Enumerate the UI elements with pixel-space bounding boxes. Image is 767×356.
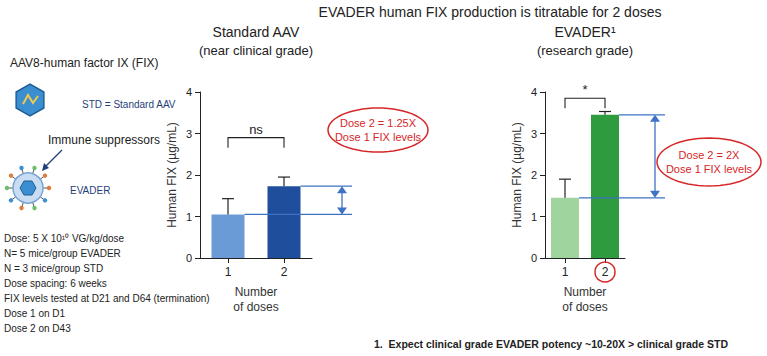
svg-text:ns: ns: [249, 122, 263, 137]
svg-text:Dose 1 on D1: Dose 1 on D1: [4, 308, 66, 319]
svg-text:0: 0: [186, 252, 192, 264]
svg-text:of doses: of doses: [562, 300, 607, 314]
svg-text:*: *: [582, 82, 587, 97]
svg-text:2: 2: [602, 265, 609, 279]
svg-text:N= 5 mice/group EVADER: N= 5 mice/group EVADER: [4, 248, 121, 259]
svg-text:Dose 1 FIX levels: Dose 1 FIX levels: [666, 163, 753, 175]
svg-text:Dose spacing: 6 weeks: Dose spacing: 6 weeks: [4, 278, 107, 289]
svg-text:2: 2: [531, 169, 537, 181]
svg-text:Dose 2 on D43: Dose 2 on D43: [4, 323, 71, 334]
svg-text:1: 1: [531, 211, 537, 223]
svg-text:Human FIX (µg/mL): Human FIX (µg/mL): [510, 122, 524, 228]
svg-text:Human FIX (µg/mL): Human FIX (µg/mL): [165, 122, 179, 228]
svg-text:Dose: 5 X 10¹⁰ VG/kg/dose: Dose: 5 X 10¹⁰ VG/kg/dose: [4, 233, 125, 244]
svg-text:1. Expect clinical grade EVAD: 1. Expect clinical grade EVADER potency …: [374, 338, 728, 350]
svg-text:4: 4: [186, 86, 192, 98]
svg-text:Number: Number: [235, 285, 278, 299]
svg-text:Number: Number: [564, 285, 607, 299]
svg-text:N = 3 mice/group STD: N = 3 mice/group STD: [4, 263, 103, 274]
svg-text:of doses: of doses: [233, 300, 278, 314]
svg-text:3: 3: [186, 128, 192, 140]
svg-text:0: 0: [531, 252, 537, 264]
svg-text:FIX levels tested at D21 and D: FIX levels tested at D21 and D64 (termin…: [4, 293, 210, 304]
svg-text:2: 2: [186, 169, 192, 181]
svg-text:(near clinical grade): (near clinical grade): [199, 43, 313, 58]
svg-text:4: 4: [531, 86, 537, 98]
svg-text:EVADER: EVADER: [70, 185, 110, 196]
svg-text:EVADER human FIX production is: EVADER human FIX production is titratabl…: [319, 4, 662, 20]
svg-text:1: 1: [562, 265, 569, 279]
svg-text:Immune suppressors: Immune suppressors: [48, 133, 160, 147]
svg-text:Standard AAV: Standard AAV: [213, 24, 301, 40]
svg-text:(research grade): (research grade): [537, 43, 633, 58]
svg-text:1: 1: [225, 265, 232, 279]
svg-text:AAV8-human factor IX (FIX): AAV8-human factor IX (FIX): [10, 56, 159, 70]
svg-text:Dose 2 = 2X: Dose 2 = 2X: [679, 149, 741, 161]
svg-text:1: 1: [186, 211, 192, 223]
svg-text:Dose 1 FIX levels: Dose 1 FIX levels: [335, 131, 422, 143]
svg-text:EVADER¹: EVADER¹: [554, 24, 616, 40]
svg-text:STD = Standard AAV: STD = Standard AAV: [82, 99, 176, 110]
svg-text:Dose 2 = 1.25X: Dose 2 = 1.25X: [340, 117, 417, 129]
svg-text:2: 2: [281, 265, 288, 279]
svg-text:3: 3: [531, 128, 537, 140]
